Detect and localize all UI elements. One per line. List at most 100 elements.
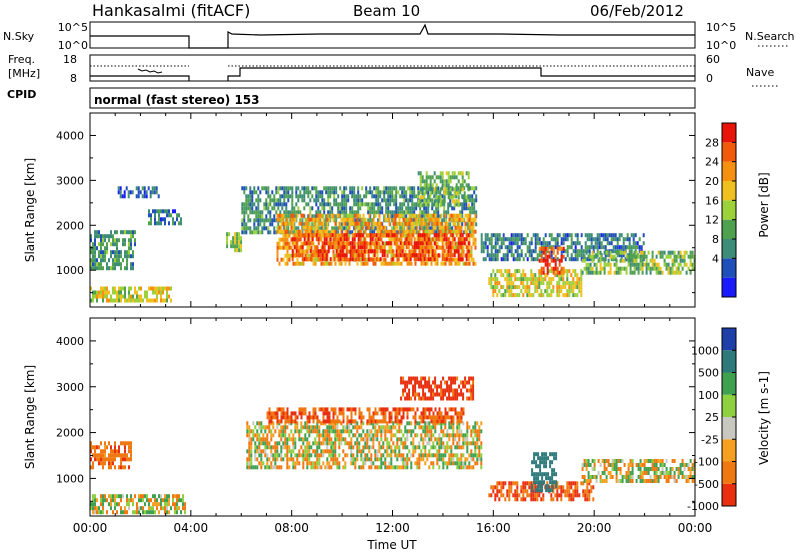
heat-cell [343, 233, 346, 238]
heat-cell [351, 253, 354, 258]
heat-cell [524, 289, 527, 294]
heat-cell [120, 494, 122, 499]
heat-cell [429, 187, 432, 192]
heat-cell [641, 258, 644, 263]
heat-cell [298, 453, 301, 458]
heat-cell [432, 221, 435, 226]
heat-cell [257, 226, 260, 231]
heat-cell [363, 230, 366, 235]
heat-cell [419, 210, 422, 215]
heat-cell [466, 421, 469, 426]
heat-cell [329, 237, 332, 242]
heat-cell [392, 217, 395, 222]
heat-cell [384, 257, 387, 262]
heat-cell [445, 218, 448, 223]
heat-cell [362, 445, 365, 450]
heat-cell [474, 245, 477, 250]
heat-cell [392, 433, 395, 438]
heat-cell [339, 206, 342, 211]
heat-cell [407, 202, 410, 207]
heat-cell [356, 261, 359, 266]
heat-cell [386, 421, 389, 426]
heat-cell [492, 277, 495, 282]
heat-cell [653, 258, 656, 263]
heat-cell [276, 245, 279, 250]
heat-cell [391, 249, 394, 254]
heat-cell [562, 273, 565, 278]
heat-cell [514, 241, 517, 246]
heat-cell [314, 425, 317, 430]
heat-cell [102, 290, 104, 295]
heat-cell [130, 498, 132, 503]
heat-cell [149, 190, 152, 195]
heat-cell [560, 270, 563, 275]
heat-cell [376, 449, 379, 454]
heat-cell [506, 253, 509, 258]
heat-cell [642, 241, 645, 246]
heat-cell [624, 249, 627, 254]
heat-cell [389, 210, 392, 215]
freq-left-tick-low: 8 [70, 72, 77, 85]
heat-cell [326, 229, 329, 234]
heat-cell [146, 298, 148, 303]
heat-cell [470, 453, 473, 458]
heat-cell [550, 249, 553, 254]
heat-cell [423, 233, 426, 238]
heat-cell [502, 285, 505, 290]
heat-cell [388, 419, 391, 424]
heat-cell [413, 218, 416, 223]
heat-cell [432, 245, 435, 250]
heat-cell [156, 290, 158, 295]
heat-cell [618, 253, 621, 258]
heat-cell [155, 190, 158, 195]
heat-cell [369, 186, 372, 191]
heat-cell [580, 285, 583, 290]
heat-cell [274, 415, 277, 420]
heat-cell [306, 437, 309, 442]
heat-cell [452, 453, 455, 458]
heat-cell [403, 202, 406, 207]
heat-cell [106, 266, 108, 271]
heat-cell [528, 241, 531, 246]
heat-cell [248, 461, 251, 466]
heat-cell [289, 230, 292, 235]
heat-cell [279, 202, 282, 207]
heat-cell [308, 217, 311, 222]
heat-cell [286, 241, 289, 246]
heat-cell [290, 217, 293, 222]
heat-cell [297, 253, 300, 258]
heat-cell [386, 229, 389, 234]
heat-cell [315, 210, 318, 215]
heat-cell [102, 258, 104, 263]
heat-cell [456, 261, 459, 266]
heat-cell [128, 230, 130, 235]
heat-cell [403, 253, 406, 258]
heat-cell [415, 253, 418, 258]
heat-cell [102, 494, 104, 499]
heat-cell [355, 202, 358, 207]
heat-cell [106, 262, 108, 267]
heat-cell [398, 465, 401, 470]
heat-cell [378, 245, 381, 250]
heat-cell [349, 206, 352, 211]
heat-cell [128, 445, 130, 450]
heat-cell [300, 425, 303, 430]
heat-cell [312, 441, 315, 446]
heat-cell [262, 449, 265, 454]
heat-cell [416, 457, 419, 462]
heat-cell [398, 419, 401, 424]
heat-cell [415, 257, 418, 262]
heat-cell [386, 429, 389, 434]
heat-cell [311, 253, 314, 258]
heat-cell [146, 498, 148, 503]
heat-cell [546, 281, 549, 286]
heat-cell [174, 510, 176, 515]
heat-cell [343, 202, 346, 207]
heat-cell [301, 198, 304, 203]
heat-cell [457, 203, 460, 208]
power-colorbar-label: Power [dB] [757, 172, 771, 237]
heat-cell [302, 241, 305, 246]
heat-cell [118, 465, 120, 470]
heat-cell [178, 498, 180, 503]
